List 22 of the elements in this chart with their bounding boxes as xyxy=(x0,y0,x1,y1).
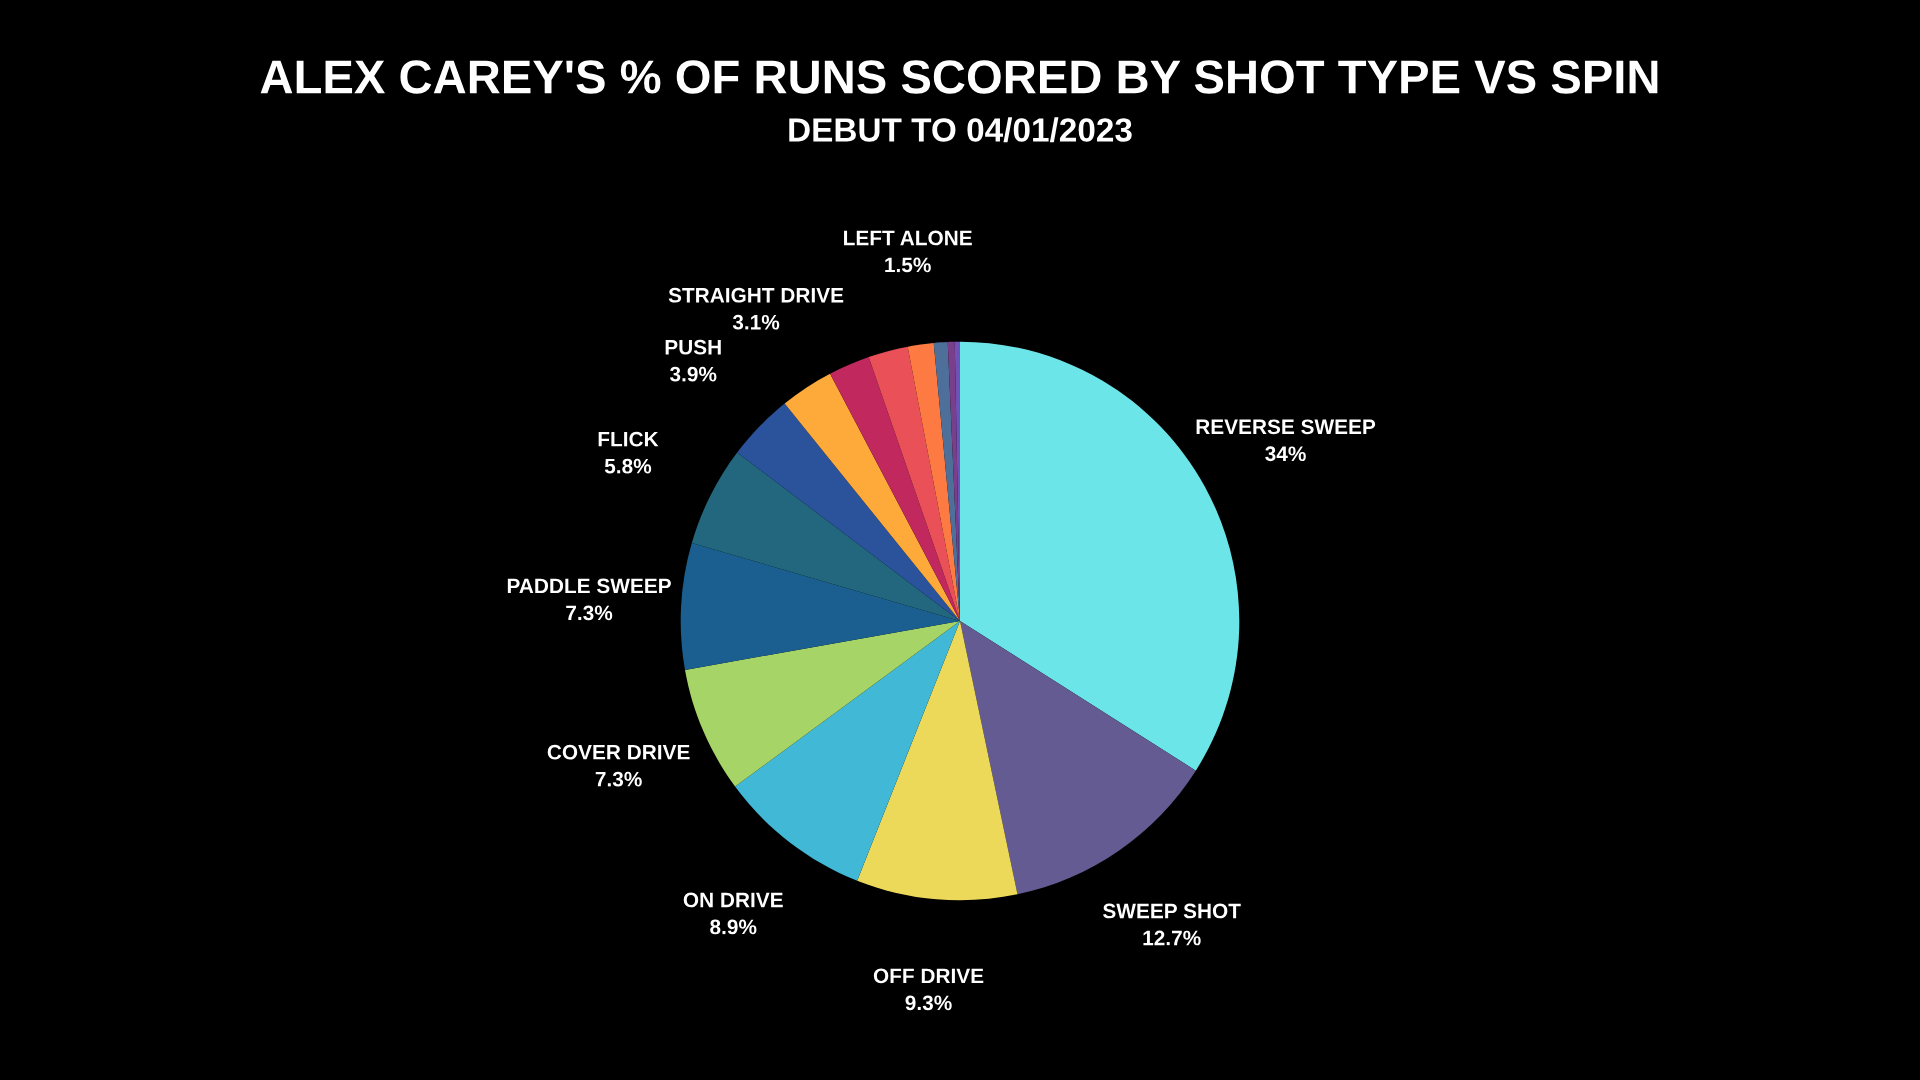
data-label: 34% xyxy=(1265,446,1306,462)
data-label: 1.5% xyxy=(885,257,931,273)
slice-label: FLICK xyxy=(598,431,659,447)
data-label: 12.7% xyxy=(1143,930,1201,946)
data-label: 9.3% xyxy=(905,995,952,1011)
slice-label: COVER DRIVE xyxy=(547,744,690,760)
slice-label: STRAIGHT DRIVE xyxy=(668,287,844,303)
slice-label: OFF DRIVE xyxy=(873,968,984,984)
slice-label: SWEEP SHOT xyxy=(1103,903,1241,919)
slice-label: LEFT ALONE xyxy=(844,230,972,246)
slice-label: ON DRIVE xyxy=(683,892,783,908)
data-label: 3.9% xyxy=(669,366,717,382)
chart-subtitle: DEBUT TO 04/01/2023 xyxy=(789,117,1132,143)
slice-label: PADDLE SWEEP xyxy=(507,578,671,594)
data-label: 7.3% xyxy=(595,771,642,787)
chart-title: ALEX CAREY'S % OF RUNS SCORED BY SHOT TYPE VS SPIN xyxy=(260,60,1658,94)
slice-label: PUSH xyxy=(665,339,721,355)
data-label: 7.3% xyxy=(566,605,613,621)
data-label: 3.1% xyxy=(732,314,780,330)
slice-label: REVERSE SWEEP xyxy=(1196,419,1376,435)
data-label: 8.9% xyxy=(710,919,757,935)
data-label: 5.8% xyxy=(604,458,652,474)
